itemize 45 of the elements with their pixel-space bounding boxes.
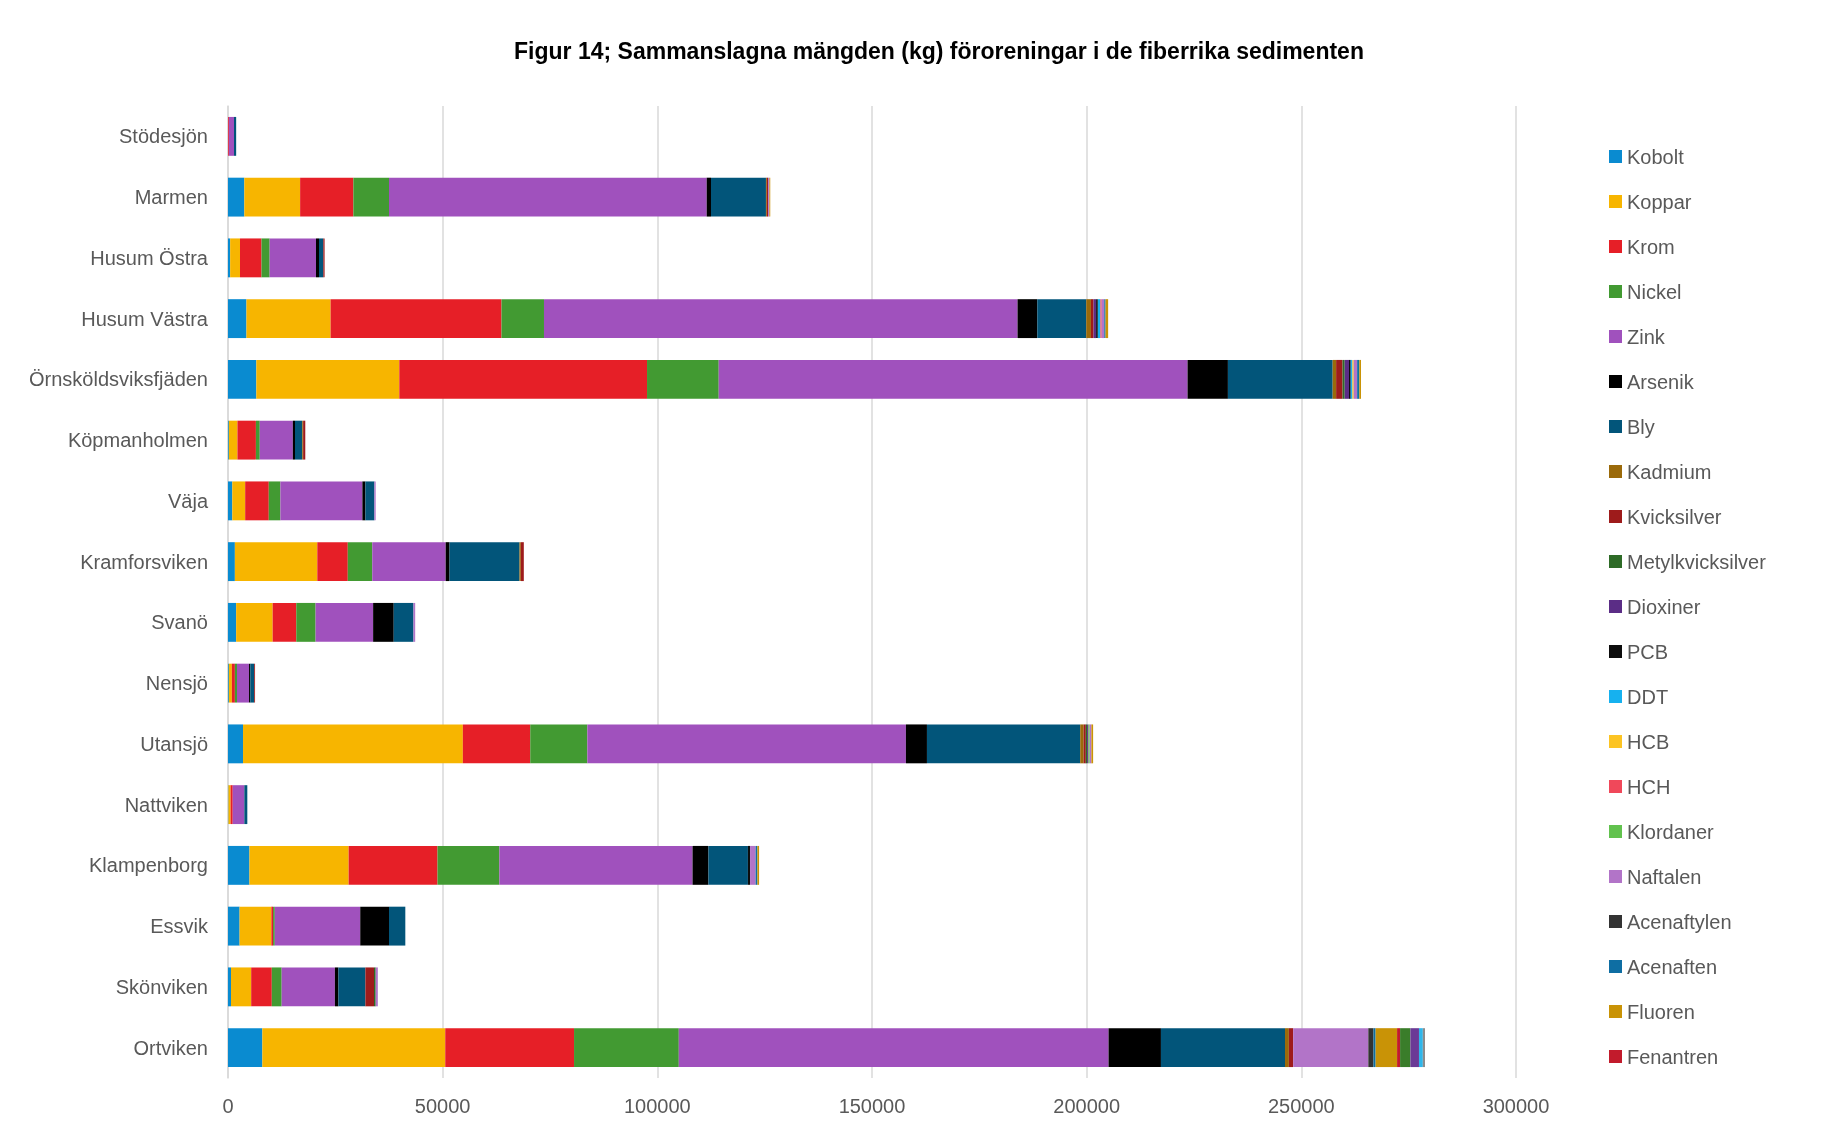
x-tick-label: 200000 xyxy=(1053,1095,1121,1117)
y-tick-label: Husum Västra xyxy=(81,307,209,330)
y-tick-label: Väja xyxy=(167,489,209,512)
legend-label: Fluoren xyxy=(1627,1000,1695,1023)
y-tick-label: Stödesjön xyxy=(119,125,208,148)
legend-label: Metylkvicksilver xyxy=(1627,550,1767,573)
y-tick-label: Klampenborg xyxy=(89,854,208,877)
x-tick-label: 150000 xyxy=(838,1095,906,1117)
legend-label: Acenaftylen xyxy=(1627,910,1732,933)
y-tick-label: Kramforsviken xyxy=(80,550,208,573)
legend-label: Klordaner xyxy=(1627,820,1715,843)
legend-label: Koppar xyxy=(1627,190,1692,213)
x-tick-label: 300000 xyxy=(1482,1095,1550,1117)
legend-label: Kvicksilver xyxy=(1627,505,1722,528)
legend-label: Arsenik xyxy=(1627,370,1695,393)
legend-label: HCH xyxy=(1627,775,1671,798)
legend-label: HCB xyxy=(1627,730,1670,753)
y-tick-label: Köpmanholmen xyxy=(67,429,208,452)
y-tick-label: Essvik xyxy=(150,915,209,938)
y-tick-label: Örnsköldsviksfjäden xyxy=(29,368,208,391)
x-tick-label: 250000 xyxy=(1267,1095,1335,1117)
chart-title: Figur 14; Sammanslagna mängden (kg) föroreningar i de fiberrika sedimenten xyxy=(514,37,1364,64)
legend-label: Dioxiner xyxy=(1627,595,1701,618)
legend-label: Krom xyxy=(1627,235,1675,258)
y-tick-label: Nensjö xyxy=(145,672,208,695)
legend-label: PCB xyxy=(1627,640,1669,663)
y-tick-label: Skönviken xyxy=(115,975,208,998)
legend-label: Kobolt xyxy=(1627,145,1685,168)
y-tick-label: Svanö xyxy=(151,611,208,634)
x-tick-label: 100000 xyxy=(623,1095,691,1117)
y-tick-label: Nattviken xyxy=(124,793,208,816)
legend-label: Acenaften xyxy=(1627,955,1718,978)
legend-label: Nickel xyxy=(1627,280,1682,303)
y-tick-label: Husum Östra xyxy=(90,246,209,269)
legend-label: Zink xyxy=(1627,325,1666,348)
legend-label: Kadmium xyxy=(1627,460,1712,483)
legend-label: Naftalen xyxy=(1627,865,1702,888)
legend-label: Fenantren xyxy=(1627,1045,1719,1068)
legend-label: DDT xyxy=(1627,685,1669,708)
y-tick-label: Utansjö xyxy=(140,732,208,755)
x-tick-label: 50000 xyxy=(414,1095,471,1117)
legend-label: Bly xyxy=(1627,415,1655,438)
x-tick-label: 0 xyxy=(222,1095,234,1117)
y-tick-label: Marmen xyxy=(134,186,208,209)
y-tick-label: Ortviken xyxy=(133,1036,208,1059)
